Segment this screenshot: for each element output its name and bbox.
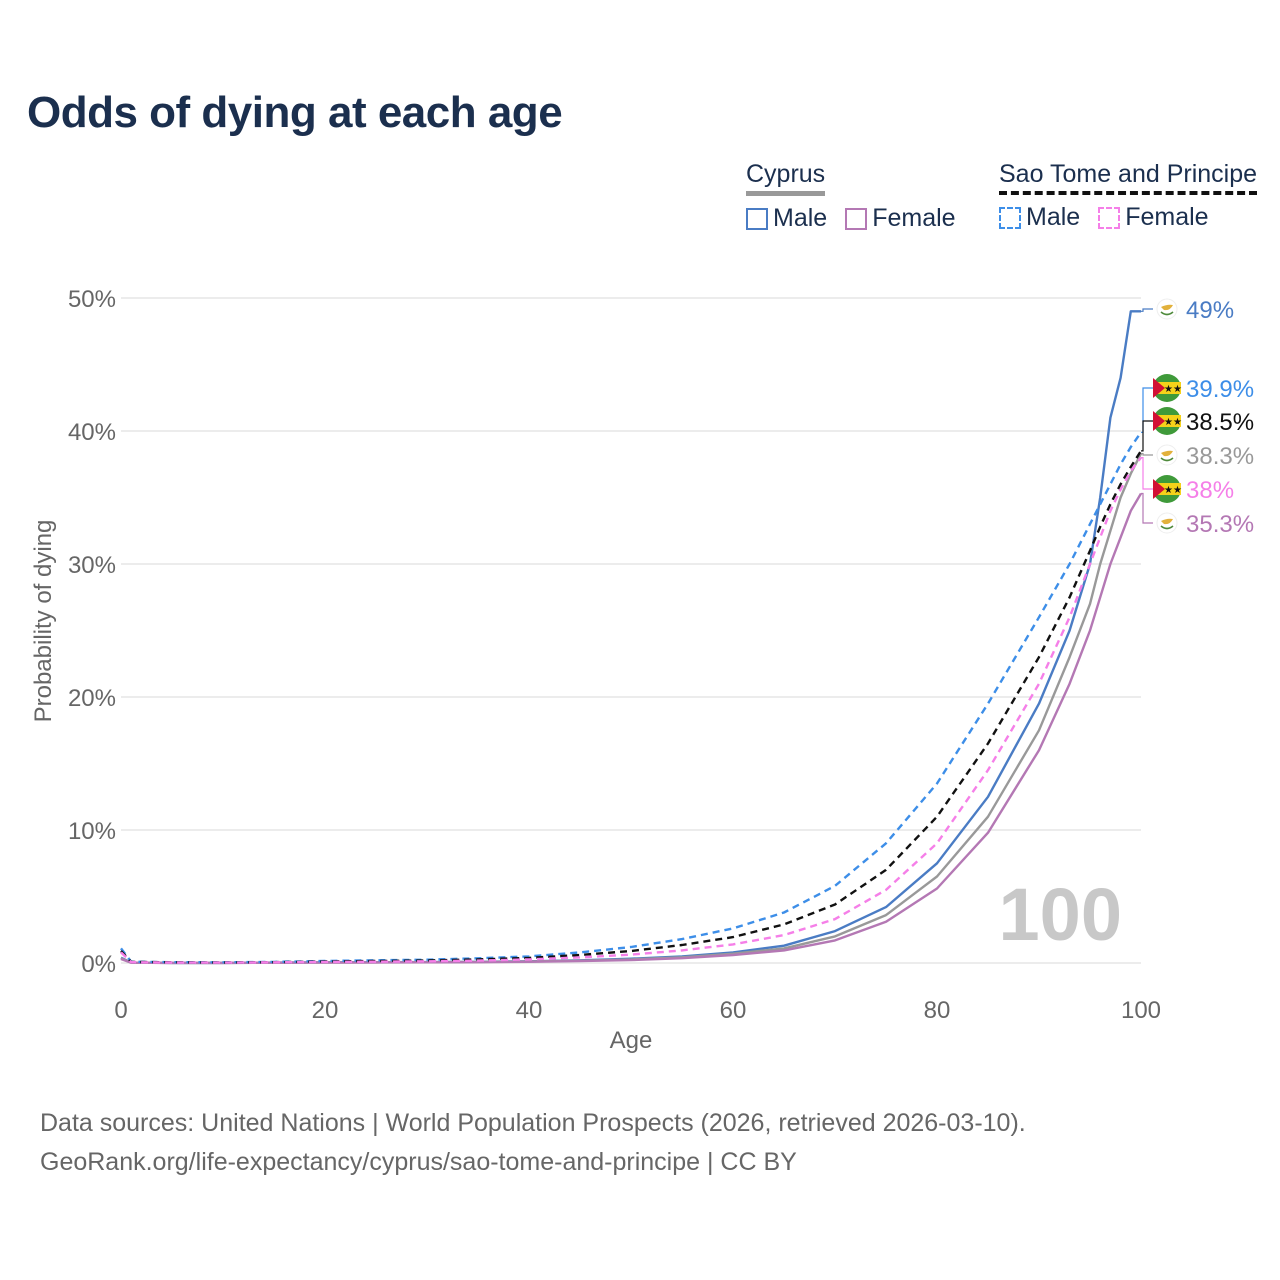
y-tick-label: 10% <box>68 818 116 845</box>
end-value-label: 49% <box>1186 297 1234 324</box>
legend-item-stp-female[interactable]: Female <box>1098 203 1209 232</box>
footer-link[interactable]: GeoRank.org/life-expectancy/cyprus/sao-t… <box>40 1148 797 1176</box>
label-connector <box>1141 308 1153 312</box>
legend-group-title: Sao Tome and Principe <box>999 160 1258 195</box>
stp-flag-triangle <box>1153 378 1165 398</box>
series-line <box>120 450 1143 964</box>
legend-swatch-dashed <box>999 206 1021 229</box>
series-line <box>120 456 1142 964</box>
label-connector <box>1141 420 1153 452</box>
x-tick-label: 40 <box>516 997 543 1024</box>
y-tick-label: 30% <box>68 552 116 579</box>
legend-label: Female <box>872 204 956 232</box>
x-axis-label: Age <box>610 1027 653 1054</box>
cyprus-flag-branches <box>1160 457 1174 462</box>
label-connector <box>1141 387 1153 433</box>
series-line <box>120 431 1142 964</box>
chart-title: Odds of dying at each age <box>27 88 563 137</box>
cyprus-flag-island <box>1161 304 1173 311</box>
footer-sources: Data sources: United Nations | World Pop… <box>40 1109 1026 1137</box>
y-tick-label: 40% <box>68 419 116 446</box>
x-tick-label: 60 <box>720 997 747 1024</box>
legend-swatch-solid <box>746 207 768 230</box>
x-tick-label: 20 <box>312 997 339 1024</box>
end-value-label: 39.9% <box>1186 376 1254 403</box>
legend-item-stp-male[interactable]: Male <box>999 203 1080 232</box>
label-connector <box>1141 453 1153 456</box>
stp-flag-stars: ★★ <box>1164 417 1182 428</box>
footer: Data sources: United Nations | World Pop… <box>40 1104 1026 1182</box>
y-axis-label: Probability of dying <box>30 520 57 723</box>
legend-group-cyprus: Cyprus Male Female <box>746 160 956 233</box>
legend-label: Female <box>1125 203 1209 231</box>
series-line <box>120 453 1143 965</box>
end-value-label: 35.3% <box>1186 511 1254 538</box>
end-value-label: 38.5% <box>1186 409 1254 436</box>
label-connector <box>1141 457 1153 490</box>
stp-flag-triangle <box>1153 479 1165 499</box>
legend-swatch-dashed <box>1098 206 1121 229</box>
cyprus-flag-island <box>1161 450 1173 457</box>
y-tick-label: 0% <box>81 951 116 978</box>
legend-group-sao-tome: Sao Tome and Principe Male Female <box>999 160 1258 232</box>
stp-flag-stars: ★★ <box>1164 384 1182 395</box>
y-tick-label: 20% <box>68 685 116 712</box>
legend-item-cyprus-male[interactable]: Male <box>746 204 827 233</box>
label-connector <box>1141 492 1153 524</box>
legend-group-title: Cyprus <box>746 160 826 196</box>
age-watermark: 100 <box>999 873 1122 956</box>
stp-flag-stars: ★★ <box>1164 485 1182 496</box>
legend-swatch-solid <box>845 207 868 230</box>
end-value-label: 38.3% <box>1186 443 1254 470</box>
cyprus-flag-branches <box>1160 525 1174 530</box>
x-tick-label: 100 <box>1121 997 1161 1024</box>
series-line <box>120 310 1141 965</box>
legend-item-cyprus-female[interactable]: Female <box>845 204 956 233</box>
y-tick-label: 50% <box>68 286 116 313</box>
legend-label: Male <box>773 204 828 232</box>
x-tick-label: 0 <box>114 997 127 1024</box>
end-value-label: 38% <box>1186 477 1234 504</box>
cyprus-flag-branches <box>1160 311 1174 316</box>
stp-flag-triangle <box>1153 411 1165 431</box>
legend-label: Male <box>1026 203 1081 231</box>
x-tick-label: 80 <box>924 997 951 1024</box>
cyprus-flag-island <box>1161 518 1173 525</box>
